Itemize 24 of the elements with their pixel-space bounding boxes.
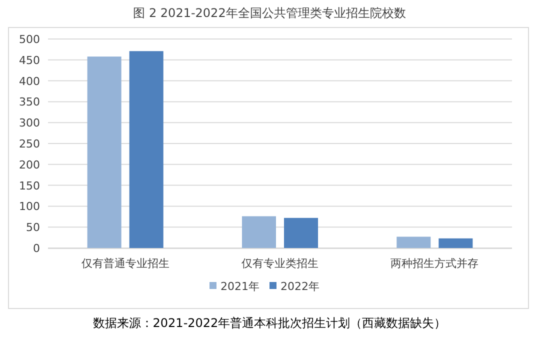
x-tick-label: 仅有专业类招生 bbox=[242, 257, 318, 270]
y-tick-label: 150 bbox=[19, 179, 40, 192]
y-tick-label: 100 bbox=[19, 200, 40, 214]
legend-label: 2022年 bbox=[280, 280, 320, 293]
y-tick-label: 0 bbox=[33, 242, 40, 255]
y-tick-label: 350 bbox=[19, 96, 40, 109]
y-tick-label: 50 bbox=[26, 221, 40, 234]
bar bbox=[242, 216, 276, 248]
y-tick-label: 200 bbox=[19, 158, 40, 172]
y-tick-label: 250 bbox=[19, 138, 40, 150]
title: 图 2 2021-2022年全国公共管理类专业招生院校数 bbox=[133, 6, 406, 20]
y-tick-label: 300 bbox=[19, 116, 40, 130]
bar bbox=[129, 51, 164, 248]
legend-label: 2021年 bbox=[220, 280, 260, 293]
x-tick-label: 仅有普通专业招生 bbox=[81, 257, 170, 270]
y-tick-label: 500 bbox=[19, 33, 40, 46]
bar bbox=[87, 56, 122, 248]
bar bbox=[438, 238, 473, 248]
y-tick-label: 400 bbox=[19, 74, 40, 88]
y-tick-label: 450 bbox=[19, 54, 40, 67]
bar bbox=[284, 218, 318, 248]
source-note: 数据来源：2021-2022年普通本科批次招生计划（西藏数据缺失） bbox=[92, 316, 446, 330]
bar bbox=[396, 236, 431, 248]
x-tick-label: 两种招生方式并存 bbox=[390, 257, 479, 270]
